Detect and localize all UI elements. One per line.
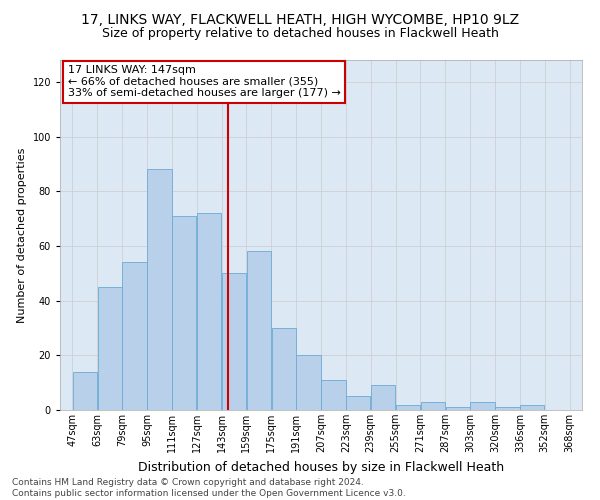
Bar xyxy=(495,408,520,410)
Bar xyxy=(346,396,370,410)
Bar xyxy=(247,252,271,410)
Bar xyxy=(421,402,445,410)
Text: Contains HM Land Registry data © Crown copyright and database right 2024.
Contai: Contains HM Land Registry data © Crown c… xyxy=(12,478,406,498)
Text: 17 LINKS WAY: 147sqm
← 66% of detached houses are smaller (355)
33% of semi-deta: 17 LINKS WAY: 147sqm ← 66% of detached h… xyxy=(68,66,341,98)
Y-axis label: Number of detached properties: Number of detached properties xyxy=(17,148,27,322)
Bar xyxy=(222,274,246,410)
Bar xyxy=(321,380,346,410)
Bar xyxy=(73,372,97,410)
Bar xyxy=(122,262,147,410)
Bar xyxy=(371,386,395,410)
Bar xyxy=(446,408,470,410)
Text: 17, LINKS WAY, FLACKWELL HEATH, HIGH WYCOMBE, HP10 9LZ: 17, LINKS WAY, FLACKWELL HEATH, HIGH WYC… xyxy=(81,12,519,26)
Bar xyxy=(296,356,321,410)
Bar xyxy=(272,328,296,410)
X-axis label: Distribution of detached houses by size in Flackwell Heath: Distribution of detached houses by size … xyxy=(138,460,504,473)
Text: Size of property relative to detached houses in Flackwell Heath: Size of property relative to detached ho… xyxy=(101,28,499,40)
Bar xyxy=(520,404,544,410)
Bar xyxy=(396,404,420,410)
Bar xyxy=(197,213,221,410)
Bar xyxy=(98,287,122,410)
Bar xyxy=(147,170,172,410)
Bar xyxy=(470,402,495,410)
Bar xyxy=(172,216,196,410)
